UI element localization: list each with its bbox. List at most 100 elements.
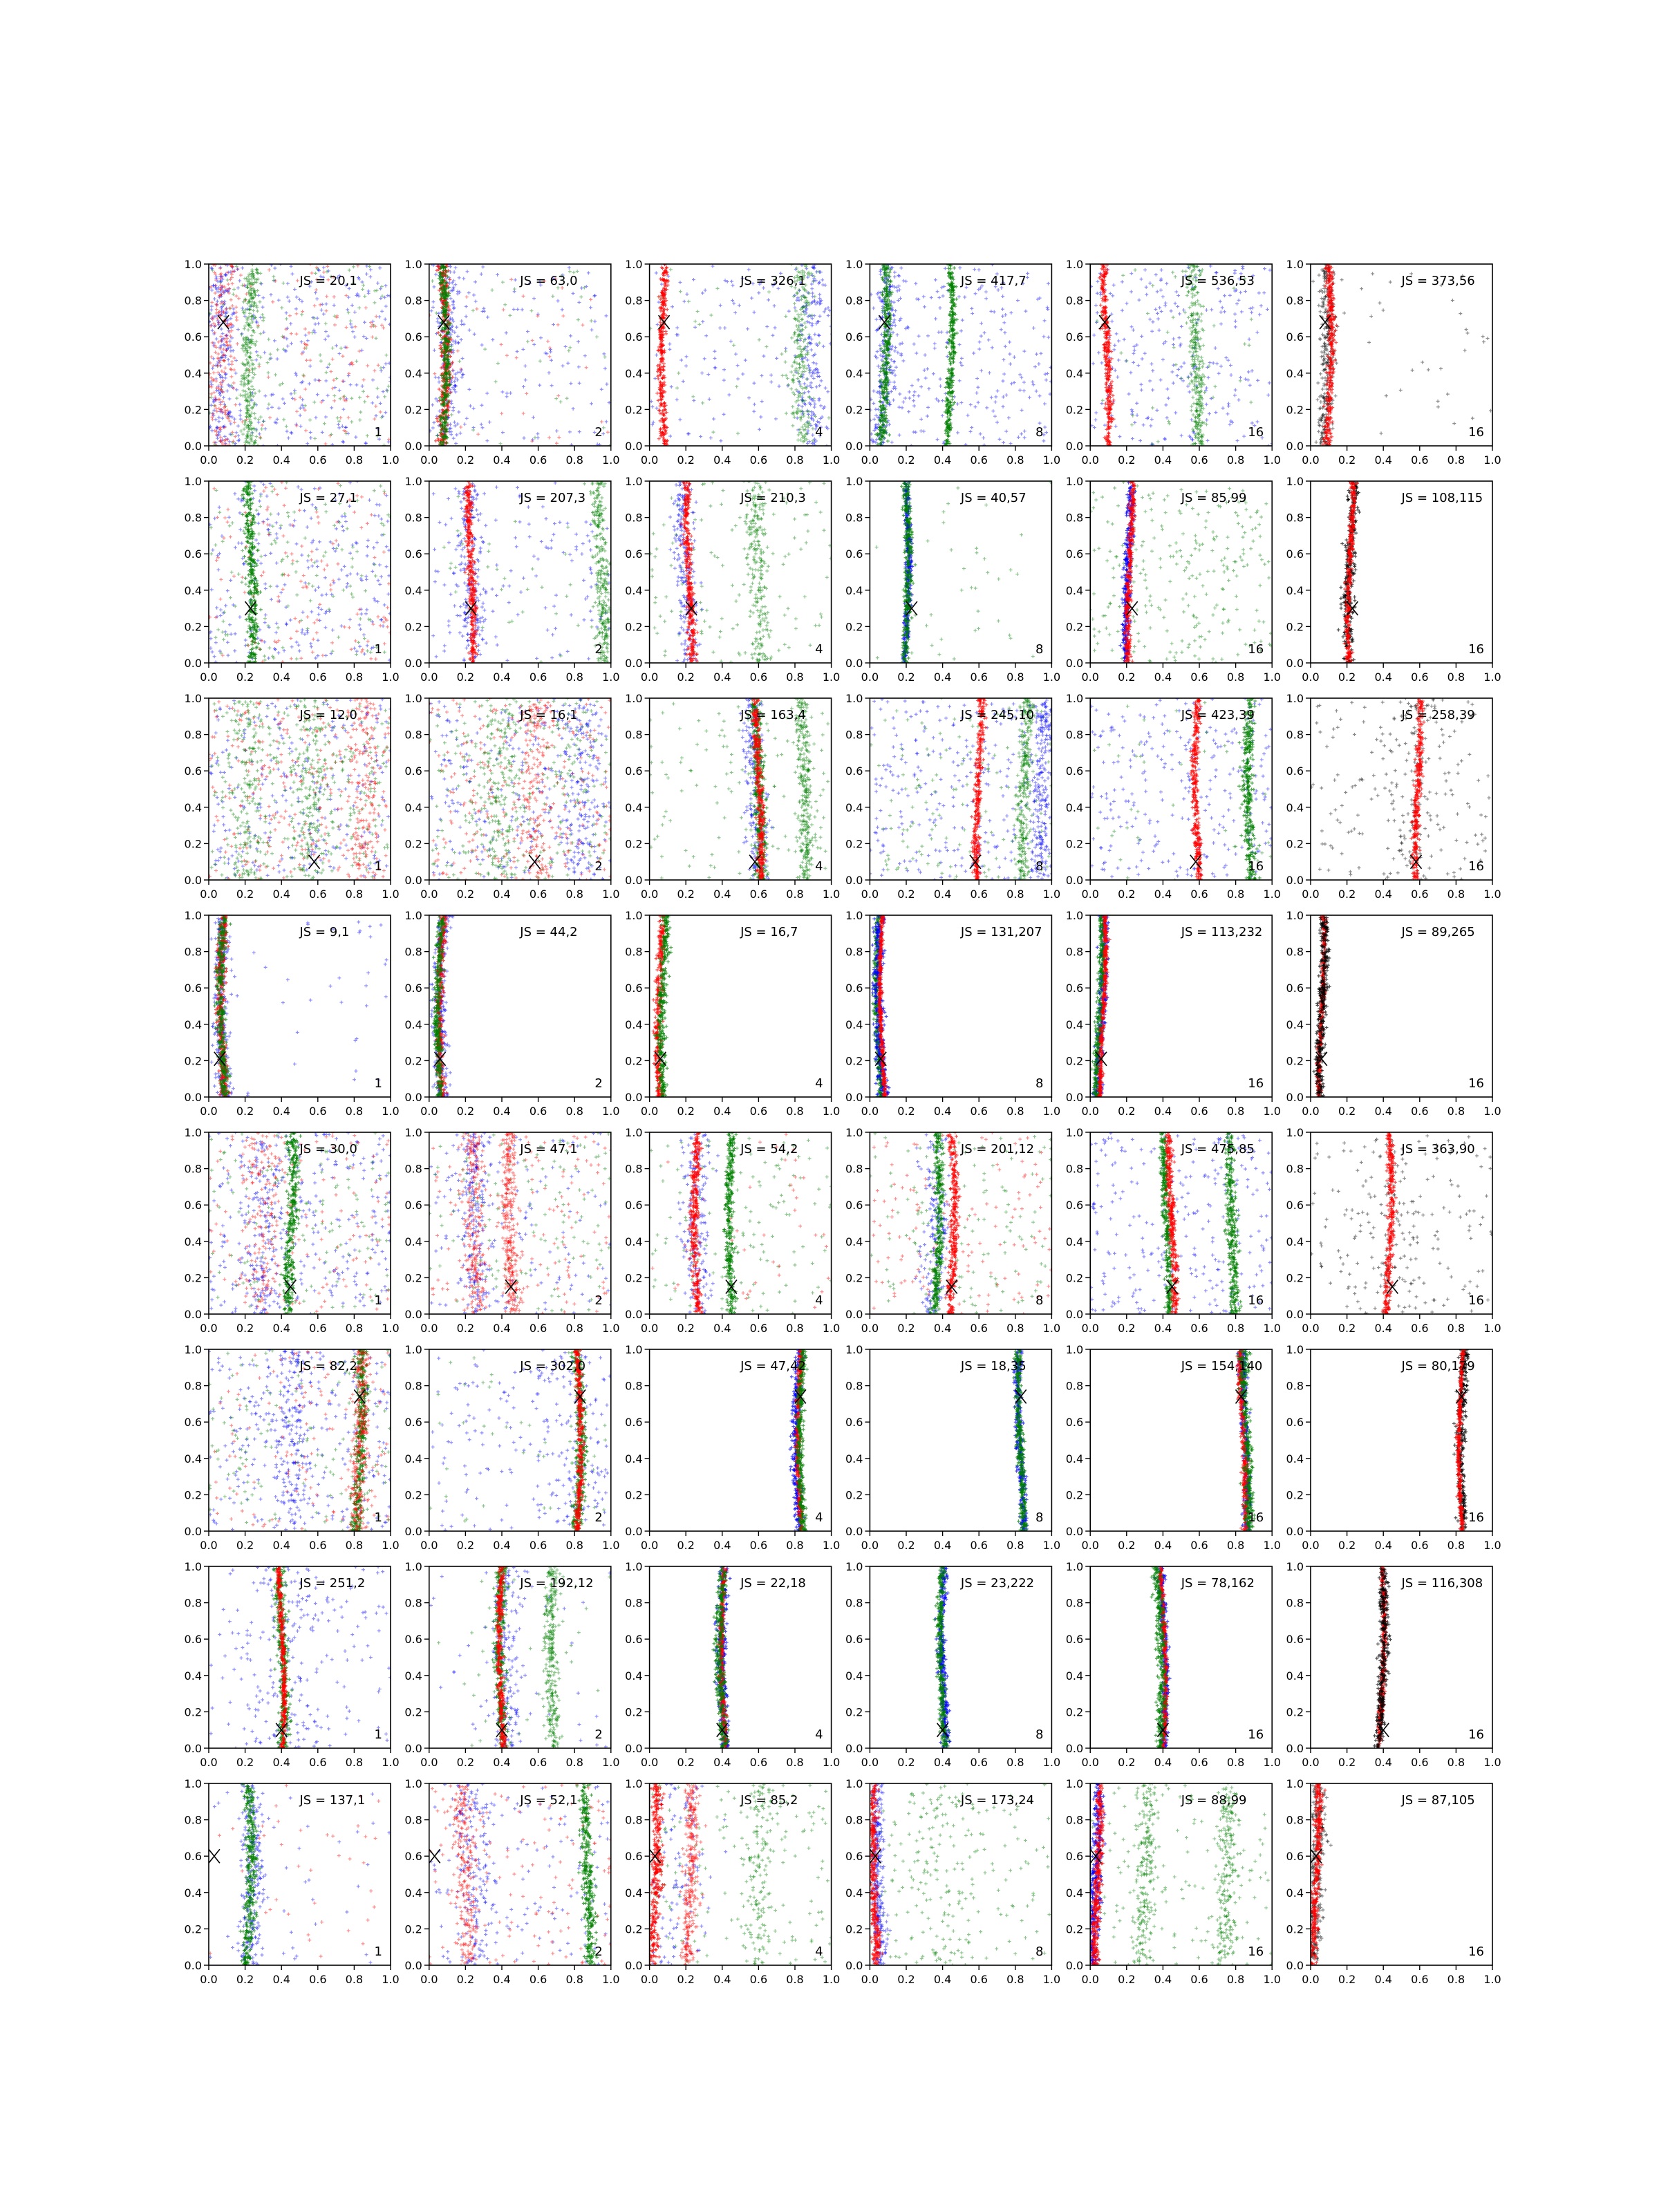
data-point (232, 269, 236, 273)
data-point (216, 364, 220, 368)
data-point (253, 373, 257, 377)
data-point (212, 332, 216, 336)
data-point (796, 428, 800, 432)
data-point (262, 330, 266, 334)
data-point (807, 409, 811, 413)
data-point (800, 332, 804, 337)
data-point (227, 440, 232, 444)
data-point (222, 291, 226, 295)
data-point (765, 345, 769, 349)
data-point (280, 306, 284, 310)
data-point (556, 285, 560, 290)
data-point (1139, 382, 1143, 386)
data-point (250, 315, 254, 319)
data-point (699, 435, 703, 439)
data-point (247, 403, 252, 407)
data-point (1199, 319, 1203, 323)
data-point (813, 332, 817, 337)
data-point (214, 397, 218, 401)
data-point (247, 395, 251, 399)
data-point (292, 391, 297, 395)
data-point (284, 311, 288, 315)
data-point (232, 420, 236, 424)
data-point (814, 439, 818, 443)
data-point (651, 420, 655, 424)
data-point (796, 371, 800, 375)
data-point (441, 416, 445, 420)
data-point (467, 291, 471, 295)
data-point (751, 281, 755, 285)
data-point (216, 371, 220, 375)
data-point (1140, 335, 1144, 339)
data-point (802, 274, 806, 278)
data-point (347, 371, 351, 375)
data-point (220, 385, 224, 389)
data-point (986, 338, 991, 342)
data-point (805, 352, 809, 356)
data-point (243, 389, 247, 393)
data-point (824, 307, 828, 311)
x-tick-label: 0.0 (200, 453, 217, 467)
data-point (380, 309, 384, 313)
data-point (816, 270, 820, 274)
data-point (438, 430, 442, 434)
data-point (374, 336, 378, 340)
x-tick-label: 0.2 (897, 453, 915, 467)
data-point (812, 413, 816, 417)
data-point (253, 292, 257, 297)
data-point (584, 285, 588, 289)
data-point (221, 336, 225, 340)
data-point (812, 265, 816, 270)
data-point (802, 304, 806, 308)
data-point (328, 433, 332, 438)
data-point (734, 352, 738, 356)
data-point (1094, 418, 1098, 422)
data-point (304, 429, 308, 433)
data-point (804, 283, 808, 287)
data-point (791, 294, 796, 299)
data-point (604, 420, 608, 424)
data-point (733, 310, 738, 315)
data-point (247, 300, 252, 304)
data-point (285, 344, 290, 348)
x-tick-label: 0.0 (861, 453, 879, 467)
data-point (814, 414, 818, 418)
points (649, 264, 832, 446)
data-point (232, 307, 236, 311)
data-point (252, 291, 256, 295)
data-point (223, 402, 227, 406)
data-point (211, 315, 215, 319)
data-point (1042, 335, 1046, 339)
data-point (220, 338, 224, 342)
data-point (442, 353, 447, 357)
data-point (245, 321, 249, 325)
data-point (809, 314, 813, 318)
data-point (301, 379, 305, 384)
data-point (238, 417, 243, 421)
data-point (342, 394, 346, 398)
data-point (365, 433, 369, 438)
data-point (523, 378, 527, 382)
data-point (1144, 285, 1148, 289)
data-point (435, 399, 440, 403)
data-point (440, 294, 444, 298)
data-point (894, 365, 898, 369)
data-point (795, 274, 799, 278)
data-point (1262, 291, 1266, 295)
data-point (249, 414, 253, 418)
data-point (217, 321, 221, 325)
data-point (446, 413, 450, 418)
data-point (217, 420, 221, 424)
data-point (597, 442, 601, 446)
data-point (1199, 423, 1203, 427)
data-point (255, 321, 259, 325)
data-point (371, 335, 375, 339)
data-point (219, 290, 223, 294)
data-point (212, 400, 216, 404)
data-point (222, 303, 226, 307)
data-point (246, 328, 250, 332)
data-point (384, 353, 388, 357)
data-point (812, 299, 816, 303)
data-point (784, 315, 788, 319)
data-point (229, 422, 233, 426)
